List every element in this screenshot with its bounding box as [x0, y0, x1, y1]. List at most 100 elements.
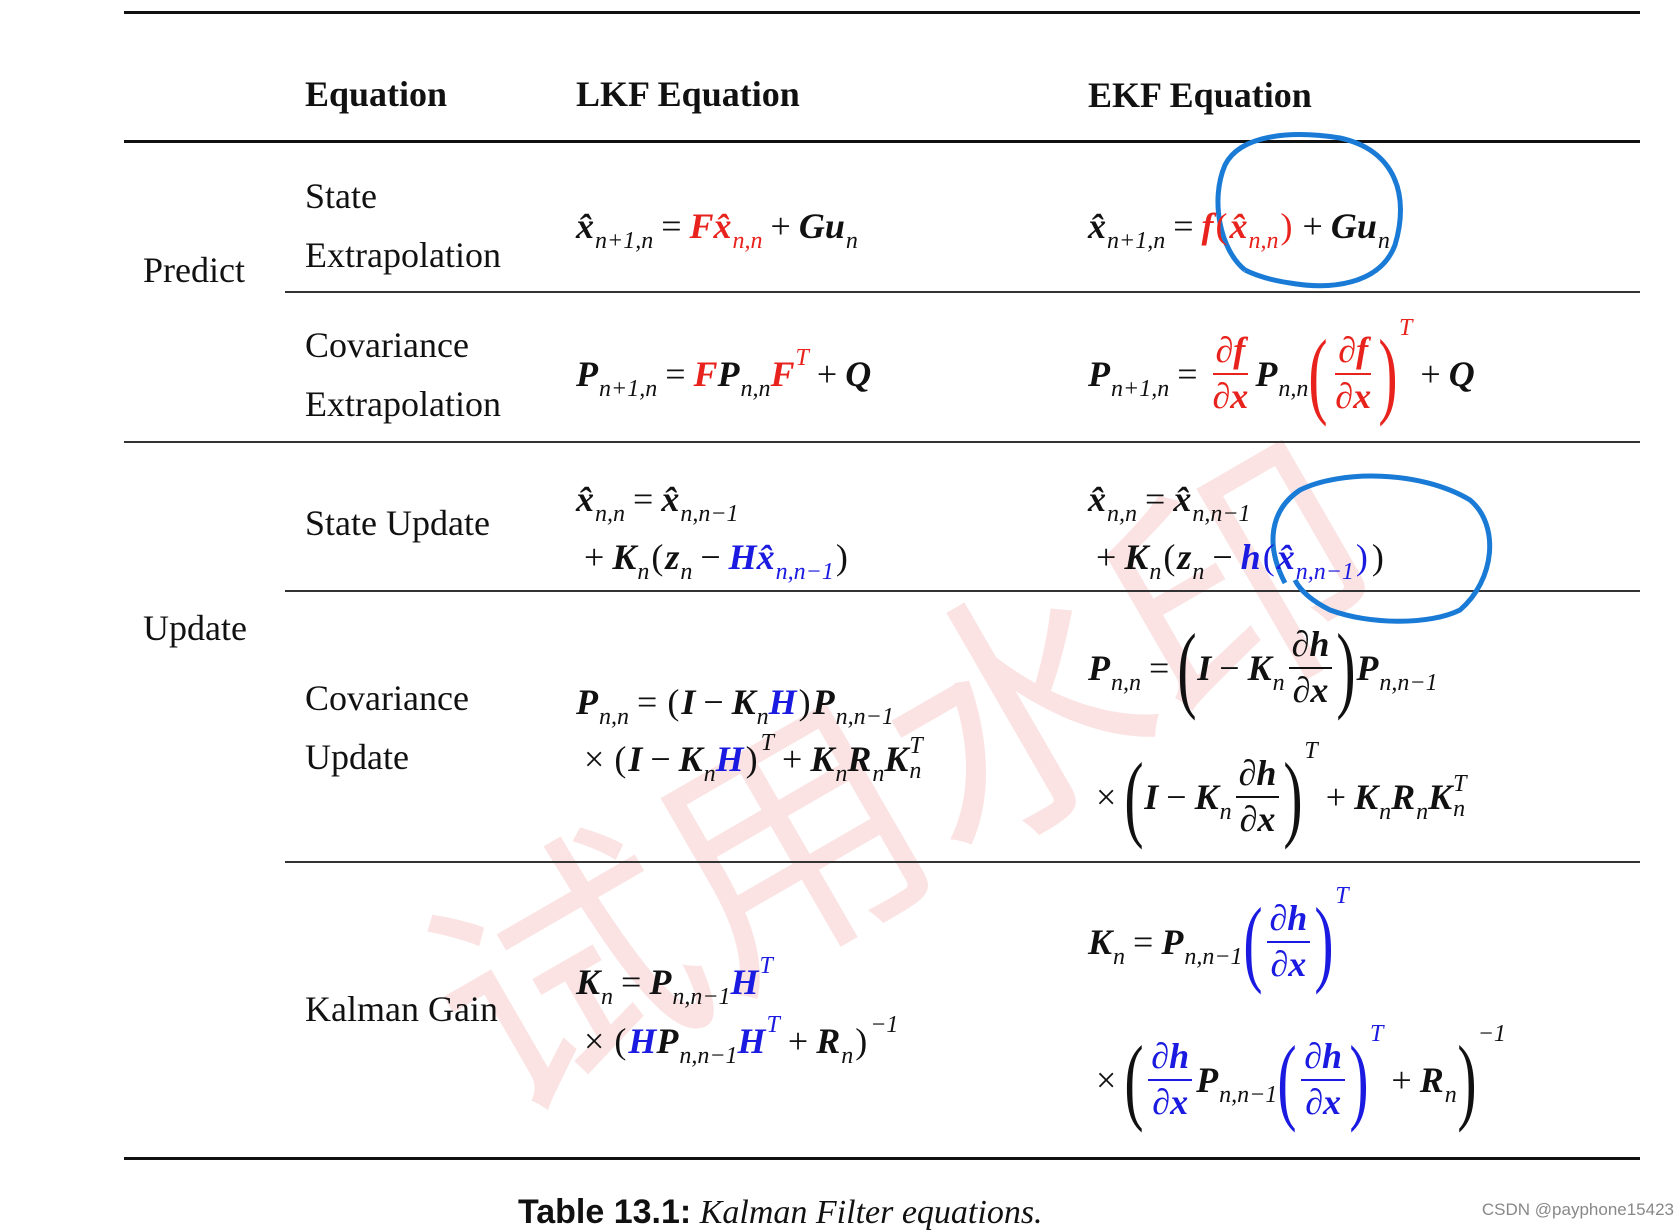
symbol: =	[1145, 479, 1166, 519]
scripts: n	[835, 761, 847, 787]
math-token: +	[763, 208, 799, 244]
superscript: T	[766, 1012, 780, 1038]
numerator: ∂h	[1288, 625, 1333, 669]
math-token: x̂ n,n−1	[1173, 481, 1250, 527]
bottom-rule	[124, 1157, 1640, 1160]
symbol: )	[1378, 320, 1398, 427]
symbol: I	[1144, 777, 1159, 817]
math-token: G	[1331, 208, 1357, 244]
symbol: P	[1088, 354, 1110, 394]
subscript: n+1,n	[595, 227, 654, 254]
math-token: ∂h ∂x	[1297, 1037, 1349, 1122]
symbol: K	[1124, 537, 1149, 577]
symbol: ×	[1096, 1060, 1117, 1100]
scripts: n,n	[599, 704, 629, 730]
symbol: )	[798, 682, 811, 722]
scripts: n,n−1	[1219, 1082, 1277, 1108]
subscript: n	[680, 558, 693, 585]
scripts: n,n	[1111, 670, 1141, 696]
scripts: T	[1370, 1021, 1383, 1047]
scripts: n,n−1	[1379, 670, 1437, 696]
symbol: =	[1149, 648, 1170, 688]
scripts: n,n−1	[836, 704, 894, 730]
scripts: n	[1416, 799, 1428, 825]
symbol: )	[855, 1021, 868, 1061]
subscript: n,n−1	[775, 558, 834, 585]
math-token: ∂h ∂x	[1263, 899, 1315, 984]
symbol: K	[1247, 648, 1272, 688]
symbol: x̂	[576, 206, 594, 246]
numerator: ∂h	[1148, 1037, 1193, 1081]
math-token: ∂h ∂x	[1144, 1037, 1196, 1122]
subscript: n,n−1	[679, 1042, 738, 1069]
math-token: (	[612, 741, 628, 777]
math-token: ) −1	[853, 1012, 898, 1061]
symbol: K	[810, 739, 835, 779]
scripts: n	[845, 227, 858, 254]
fraction: ∂f ∂x	[1332, 331, 1374, 416]
scripts: n,n	[740, 375, 771, 402]
subscript: n	[756, 703, 769, 730]
caption: Table 13.1: Kalman Filter equations.	[518, 1193, 1043, 1232]
symbol: )	[835, 537, 848, 577]
symbol: F	[693, 354, 718, 394]
scripts: n	[1192, 559, 1204, 585]
symbol: +	[816, 354, 838, 394]
math-token: ) T	[1283, 738, 1318, 845]
row-rule	[285, 291, 1640, 293]
symbol: K	[612, 537, 637, 577]
symbol: P	[649, 962, 672, 1002]
symbol: −	[1212, 537, 1233, 577]
subscript: n,n−1	[680, 500, 739, 527]
math-token: x̂ n+1,n	[1088, 208, 1165, 254]
symbol: R	[1419, 1060, 1444, 1100]
subscript: n,n	[740, 375, 771, 402]
scripts: n+1,n	[599, 376, 657, 402]
scripts: n,n−1	[679, 1042, 738, 1069]
math-token: Q	[1449, 356, 1475, 392]
symbol: +	[782, 739, 803, 779]
symbol: =	[621, 962, 642, 1002]
subscript: n	[845, 227, 858, 254]
row-label: Covariance	[305, 325, 469, 365]
column-header: EKF Equation	[1088, 75, 1312, 115]
row-label: Update	[305, 737, 409, 777]
symbol: P	[576, 354, 598, 394]
symbol: ×	[1096, 777, 1117, 817]
scripts: T	[1335, 883, 1348, 909]
denominator: ∂x	[1152, 1082, 1189, 1122]
math-token: I	[1197, 650, 1211, 686]
symbol: h	[1240, 537, 1261, 577]
scripts: n,n	[733, 228, 763, 254]
denominator: ∂x	[1292, 670, 1329, 710]
column-header: LKF Equation	[576, 74, 800, 114]
symbol: z	[665, 537, 680, 577]
subscript: n	[1453, 796, 1466, 822]
symbol: K	[731, 682, 756, 722]
subscript: n,n−1	[1184, 943, 1243, 970]
math-token: (	[1161, 539, 1177, 575]
math-token: x̂ n,n	[576, 481, 625, 527]
symbol: =	[1173, 206, 1194, 246]
symbol: H	[730, 962, 759, 1002]
subscript: n	[601, 983, 614, 1010]
caption-label: Table 13.1:	[518, 1193, 692, 1231]
symbol: Q	[1448, 354, 1475, 394]
subscript: n	[909, 758, 922, 784]
symbol: =	[665, 354, 686, 394]
symbol: )	[1280, 206, 1293, 246]
math-token: −	[1158, 779, 1194, 815]
superscript: T	[760, 730, 775, 756]
symbol: H	[728, 537, 757, 577]
